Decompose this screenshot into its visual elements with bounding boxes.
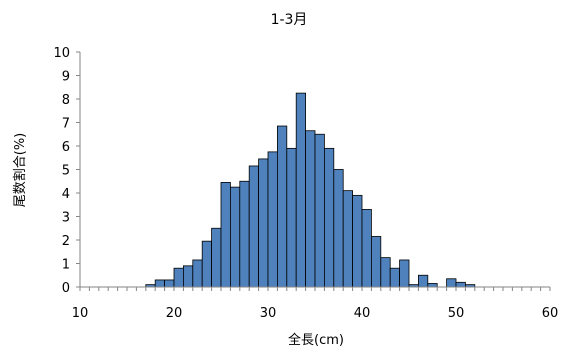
- x-tick-label: 60: [542, 306, 559, 321]
- histogram-bar-44: [399, 259, 410, 288]
- histogram-bar-30: [267, 151, 278, 288]
- histogram-bar-36: [323, 147, 335, 288]
- y-tick-label: 10: [53, 46, 70, 61]
- histogram-bar-21: [182, 265, 194, 288]
- axes: [76, 51, 551, 291]
- chart-title: 1-3月: [271, 12, 308, 28]
- y-tick-label: 6: [62, 140, 70, 155]
- y-tick-label: 9: [62, 70, 70, 85]
- x-tick-label: 10: [72, 306, 89, 321]
- histogram-bar-26: [229, 186, 241, 288]
- x-tick-label: 30: [260, 306, 277, 321]
- y-tick-label: 5: [62, 164, 70, 179]
- histogram-bar-25: [220, 182, 231, 288]
- x-tick-label: 50: [448, 306, 465, 321]
- y-tick-label: 1: [62, 258, 70, 273]
- y-tick-labels: 0 1 2 3 4 5 6 7 8 9 10: [53, 46, 70, 296]
- histogram-bar-33: [295, 92, 307, 288]
- histogram-bar-29: [258, 158, 269, 288]
- y-tick-label: 2: [62, 234, 70, 249]
- bars: [145, 92, 476, 288]
- histogram-bar-32: [286, 147, 297, 288]
- histogram-bar-35: [314, 133, 325, 288]
- x-tick-label: 40: [354, 306, 371, 321]
- histogram-bar-47: [427, 283, 438, 288]
- histogram-bar-41: [370, 236, 382, 288]
- y-tick-label: 4: [62, 187, 70, 202]
- x-axis-label: 全長(cm): [288, 332, 344, 348]
- histogram-bar-19: [164, 279, 175, 288]
- y-tick-label: 7: [62, 117, 70, 132]
- histogram-bar-18: [154, 279, 165, 288]
- histogram-bar-20: [173, 267, 184, 288]
- histogram-bar-39: [352, 194, 363, 288]
- histogram-bar-43: [389, 267, 401, 288]
- histogram-bar-24: [211, 227, 222, 288]
- histogram-bar-42: [380, 257, 391, 288]
- histogram-bar-46: [417, 274, 429, 288]
- y-tick-label: 0: [62, 281, 70, 296]
- histogram-bar-40: [361, 209, 372, 288]
- x-tick-labels: 10 20 30 40 50 60: [72, 306, 559, 321]
- histogram-bar-49: [446, 278, 457, 288]
- histogram-bar-28: [248, 165, 259, 288]
- x-tick-label: 20: [166, 306, 183, 321]
- histogram-bar-37: [333, 169, 344, 288]
- histogram-bar-50: [455, 281, 466, 288]
- y-axis-label: 尾数割合(%): [12, 133, 28, 208]
- histogram-bar-23: [201, 240, 212, 288]
- histogram-bar-31: [276, 125, 288, 288]
- y-tick-label: 8: [62, 93, 70, 108]
- histogram-bar-34: [305, 130, 316, 288]
- histogram-bar-27: [239, 180, 250, 288]
- histogram-bar-38: [342, 190, 354, 288]
- y-tick-label: 3: [62, 211, 70, 226]
- histogram-bar-22: [192, 259, 203, 288]
